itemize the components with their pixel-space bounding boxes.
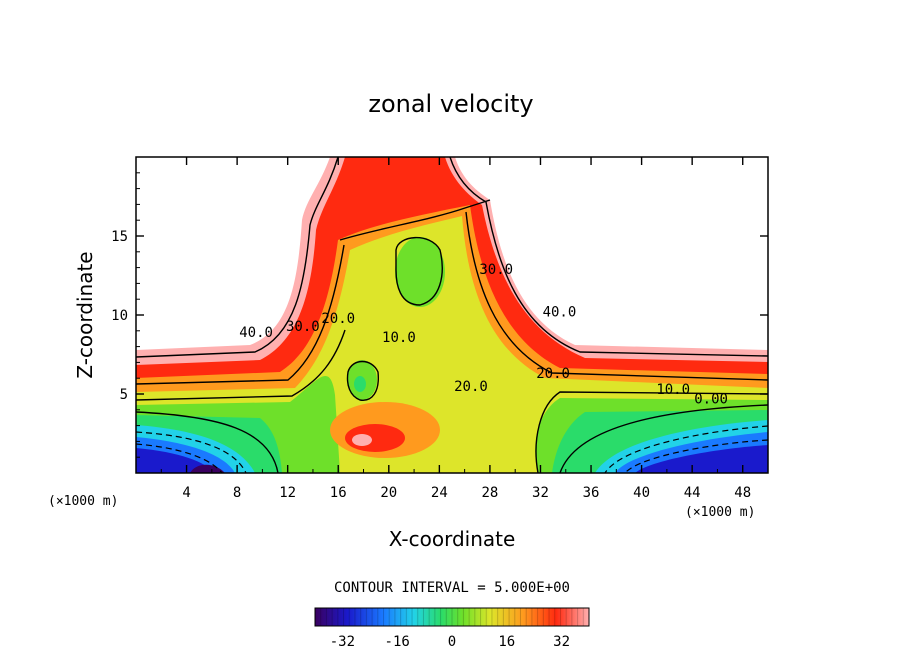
- x-tick-label: 8: [233, 485, 241, 501]
- colorbar-tick-label: 16: [498, 634, 515, 650]
- contour-label: 20.0: [321, 311, 355, 327]
- colorbar-tick-label: -16: [385, 634, 410, 650]
- x-tick-label: 20: [380, 485, 397, 501]
- x-axis-unit-left: (×1000 m): [48, 494, 118, 509]
- x-tick-label: 4: [182, 485, 190, 501]
- contour-label: 0.00: [694, 391, 728, 407]
- x-axis-label: X-coordinate: [389, 527, 516, 551]
- contour-band-neg4-left: [190, 464, 225, 473]
- x-tick-label: 40: [633, 485, 650, 501]
- x-tick-label: 28: [481, 485, 498, 501]
- contour-labels: 40.0 30.0 20.010.020.030.040.020.010.00.00: [239, 262, 728, 408]
- contour-label: 30.0: [479, 262, 513, 278]
- contour-lines: [136, 157, 768, 473]
- y-tick-label: 5: [120, 387, 128, 403]
- contour-label: 40.0: [239, 325, 273, 341]
- contour-label: 40.0: [543, 305, 577, 321]
- colorbar-stripes: [320, 608, 584, 626]
- contour-band-neg3-right: [635, 445, 768, 473]
- contour-label: 10.0: [382, 330, 416, 346]
- mid-green-inner: [354, 376, 366, 392]
- lower-red-inner: [352, 434, 372, 446]
- x-axis-ticks: 4 8 12 16 20 24 28 32 36 40 44 48: [160, 157, 751, 501]
- colorbar-tick-label: -32: [330, 634, 355, 650]
- x-tick-label: 32: [532, 485, 549, 501]
- contour-label: 10.0: [656, 382, 690, 398]
- contour-label: 30.0: [286, 319, 320, 335]
- x-tick-label: 36: [583, 485, 600, 501]
- upper-green-core: [395, 237, 445, 307]
- x-tick-label: 24: [431, 485, 448, 501]
- y-tick-label: 15: [111, 229, 128, 245]
- chart-title: zonal velocity: [368, 90, 533, 118]
- negative-contours: [136, 425, 768, 473]
- colorbar-tick-label: 32: [553, 634, 570, 650]
- x-tick-label: 16: [330, 485, 347, 501]
- colorbar: [314, 607, 590, 627]
- x-tick-label: 44: [684, 485, 701, 501]
- y-tick-label: 10: [111, 308, 128, 324]
- contour-label: 20.0: [536, 366, 570, 382]
- colorbar-ticks: -32 -16 0 16 32: [330, 634, 570, 650]
- x-tick-label: 12: [279, 485, 296, 501]
- y-axis-label: Z-coordinate: [73, 251, 97, 378]
- y-axis-ticks: 5 10 15: [111, 172, 768, 458]
- contour-label: 20.0: [454, 379, 488, 395]
- x-axis-unit-right: (×1000 m): [685, 505, 755, 520]
- x-tick-label: 48: [734, 485, 751, 501]
- contour-band-neg3-left: [136, 448, 215, 473]
- plot-area: [136, 157, 768, 473]
- colorbar-tick-label: 0: [448, 634, 456, 650]
- contour-interval-note: CONTOUR INTERVAL = 5.000E+00: [334, 580, 570, 596]
